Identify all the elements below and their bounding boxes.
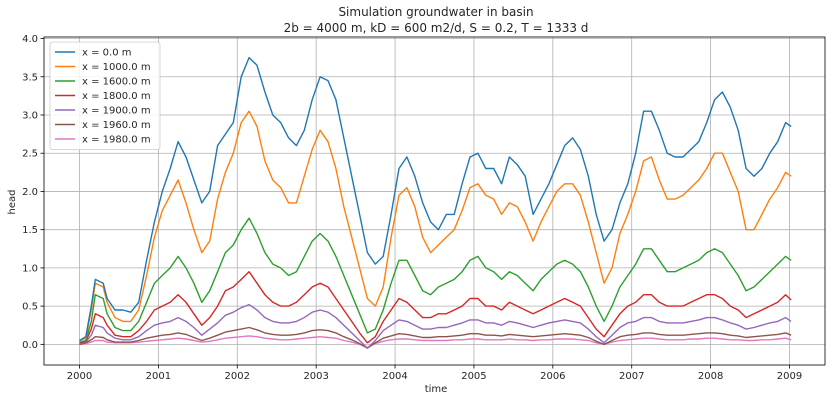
x-axis-label: time (425, 384, 448, 395)
axis-ticks: 2000 2001 2002 2003 2004 2005 2006 2007 2008 2009… (22, 34, 802, 382)
legend-label: x = 1900.0 m (82, 106, 151, 117)
y-tick-label: 1.0 (22, 263, 38, 274)
x-tick-label: 2005 (461, 371, 486, 382)
x-tick-label: 2000 (67, 371, 92, 382)
series-line (79, 217, 792, 343)
x-tick-label: 2006 (540, 371, 565, 382)
y-tick-label: 1.5 (22, 225, 38, 236)
grid (44, 37, 825, 365)
x-tick-label: 2004 (382, 371, 407, 382)
y-tick-label: 2.5 (22, 149, 38, 160)
y-tick-label: 4.0 (22, 34, 38, 45)
legend-label: x = 1960.0 m (82, 120, 151, 131)
x-tick-label: 2002 (225, 371, 250, 382)
x-tick-label: 2003 (303, 371, 328, 382)
series-line (79, 110, 792, 342)
chart-subtitle: 2b = 4000 m, kD = 600 m2/d, S = 0.2, T =… (284, 21, 589, 35)
y-tick-label: 0.5 (22, 302, 38, 313)
series-line (79, 271, 792, 344)
series-lines (79, 56, 792, 349)
legend: x = 0.0 m x = 1000.0 m x = 1600.0 m x = 180… (49, 41, 161, 150)
legend-label: x = 1980.0 m (82, 135, 151, 146)
x-tick-label: 2007 (619, 371, 644, 382)
y-tick-label: 3.0 (22, 110, 38, 121)
legend-label: x = 0.0 m (82, 48, 131, 59)
y-tick-label: 0.0 (22, 340, 38, 351)
legend-label: x = 1600.0 m (82, 77, 151, 88)
plot-frame (43, 36, 826, 366)
series-line (79, 326, 792, 349)
legend-box (49, 41, 161, 150)
legend-label: x = 1000.0 m (82, 62, 151, 73)
series-line (79, 335, 792, 349)
x-tick-label: 2008 (698, 371, 723, 382)
y-axis-label: head (7, 190, 18, 215)
chart-title: Simulation groundwater in basin (338, 5, 533, 19)
y-tick-label: 3.5 (22, 72, 38, 83)
x-tick-label: 2009 (777, 371, 802, 382)
series-line (79, 303, 792, 349)
x-tick-label: 2001 (146, 371, 171, 382)
series-line (79, 56, 792, 342)
legend-label: x = 1800.0 m (82, 91, 151, 102)
y-tick-label: 2.0 (22, 187, 38, 198)
